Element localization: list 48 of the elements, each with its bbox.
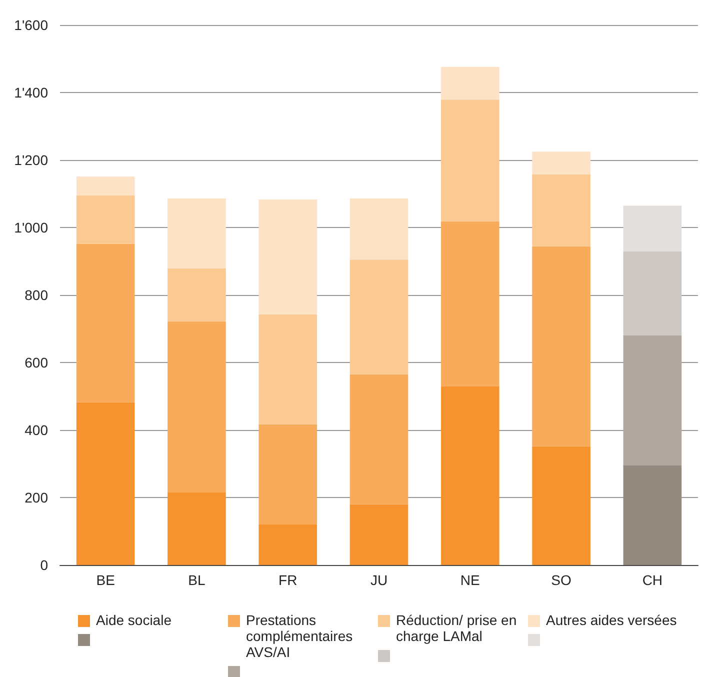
bar bbox=[76, 402, 135, 565]
legend-label: Réduction/ prise en charge LAMal bbox=[396, 612, 518, 644]
bar bbox=[168, 492, 226, 565]
bar bbox=[623, 251, 682, 336]
bar bbox=[350, 198, 408, 260]
bar bbox=[258, 199, 318, 314]
bar bbox=[623, 336, 682, 466]
y-tick-label: 400 bbox=[24, 422, 48, 438]
y-tick-label: 1'400 bbox=[14, 84, 48, 100]
y-tick-label: 1'600 bbox=[14, 17, 48, 33]
bar bbox=[623, 206, 682, 252]
y-tick-label: 1'200 bbox=[14, 152, 48, 168]
bar bbox=[350, 260, 408, 374]
bar bbox=[76, 176, 135, 196]
bar bbox=[532, 174, 590, 246]
bar bbox=[440, 66, 500, 100]
bar bbox=[168, 268, 226, 322]
bar bbox=[440, 221, 500, 386]
legend-label: Aide sociale bbox=[96, 612, 172, 628]
x-tick-label: BL bbox=[188, 572, 206, 588]
bar bbox=[532, 152, 590, 175]
x-tick-label: SO bbox=[551, 572, 572, 588]
x-tick-label: BE bbox=[96, 572, 115, 588]
y-tick-label: 0 bbox=[40, 557, 48, 573]
bar bbox=[350, 504, 408, 565]
bar bbox=[440, 386, 500, 565]
legend-label: Autres aides versées bbox=[546, 612, 677, 628]
y-tick-label: 1'000 bbox=[14, 220, 48, 236]
bar bbox=[258, 424, 318, 524]
bar bbox=[440, 100, 500, 222]
x-tick-label: NE bbox=[460, 572, 480, 588]
legend-label: Prestations complémentaires AVS/AI bbox=[246, 612, 354, 660]
bar bbox=[168, 321, 226, 492]
bar bbox=[623, 465, 682, 565]
bar bbox=[76, 244, 135, 402]
y-tick-label: 200 bbox=[24, 490, 48, 506]
x-tick-label: FR bbox=[278, 572, 298, 588]
y-tick-label: 800 bbox=[24, 287, 48, 303]
bar bbox=[350, 374, 408, 504]
bar bbox=[532, 446, 590, 565]
bar bbox=[532, 246, 590, 446]
x-tick-label: CH bbox=[642, 572, 663, 588]
bar bbox=[258, 314, 318, 424]
bar bbox=[258, 524, 318, 565]
bar bbox=[76, 195, 135, 244]
x-tick-label: JU bbox=[370, 572, 388, 588]
y-tick-label: 600 bbox=[24, 354, 48, 370]
bar bbox=[168, 198, 226, 268]
